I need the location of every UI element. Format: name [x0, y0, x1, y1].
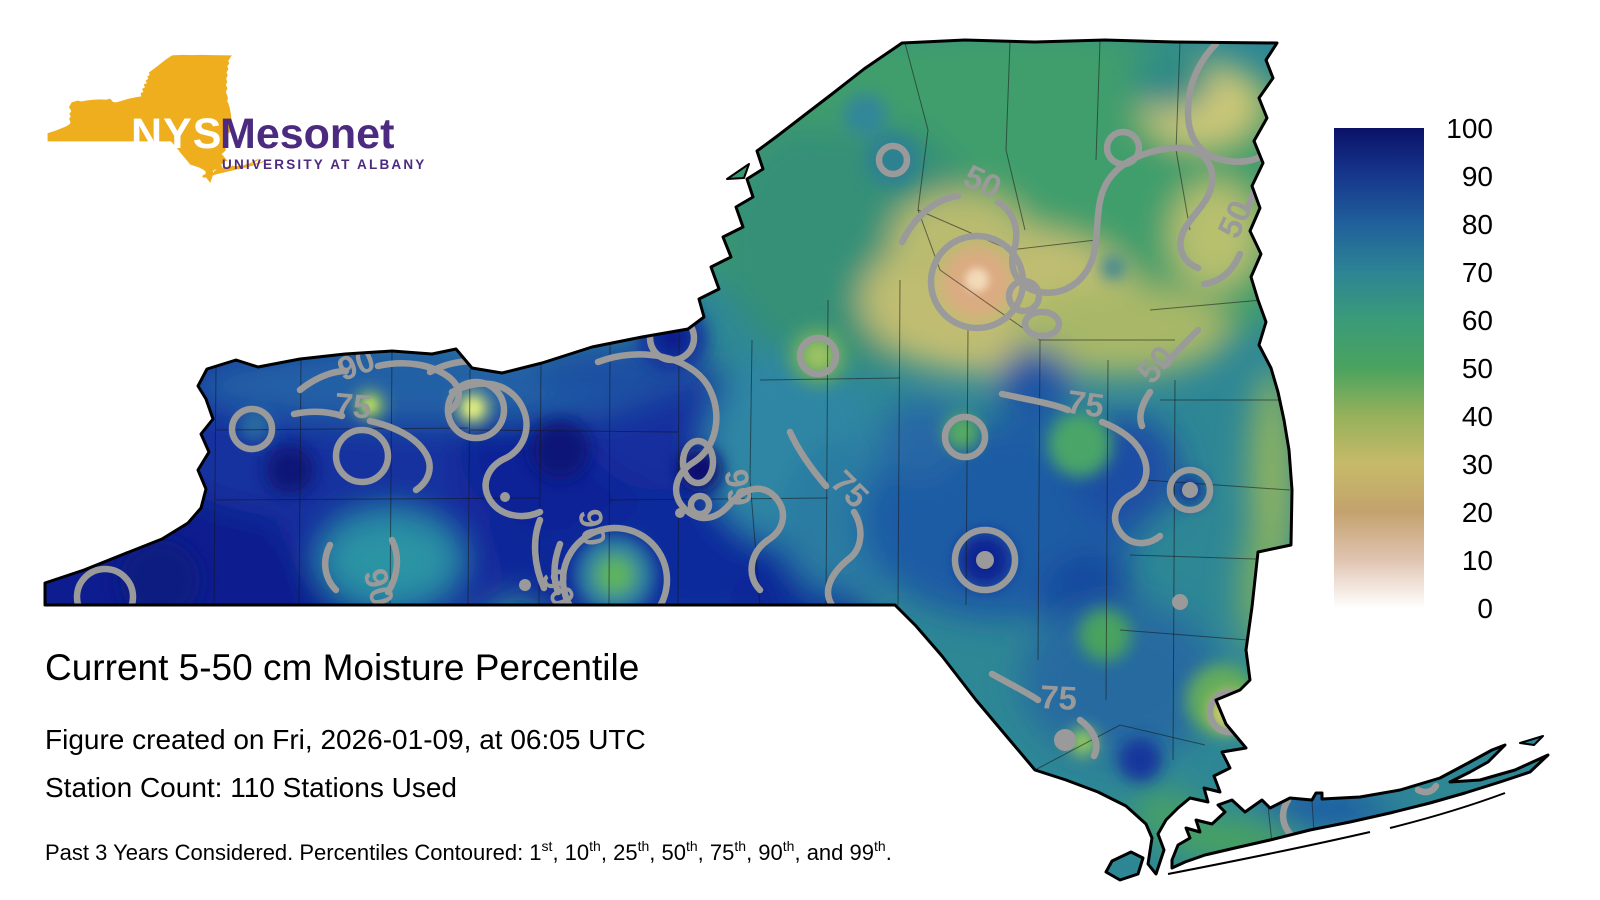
colorbar-tick: 30 [1462, 449, 1493, 480]
footnote-superscript: st [542, 838, 553, 854]
logo-acronym: NYS [131, 110, 222, 158]
footnote-text: , [746, 840, 758, 865]
colorbar-tick: 20 [1462, 497, 1493, 528]
figure-title: Current 5-50 cm Moisture Percentile [45, 647, 639, 688]
footnote-text: 90 [758, 840, 782, 865]
footnote-text: , [698, 840, 710, 865]
footnote-text: 50 [661, 840, 685, 865]
colorbar-tick: 70 [1462, 257, 1493, 288]
captions: Current 5-50 cm Moisture Percentile Figu… [45, 647, 892, 865]
footnote-superscript: th [686, 838, 698, 854]
nys-mesonet-logo: NYS Mesonet UNIVERSITY AT ALBANY [50, 58, 427, 178]
footnote-text: 10 [565, 840, 589, 865]
footnote-text: 1 [529, 840, 541, 865]
footnote-text: 25 [613, 840, 637, 865]
logo-tagline: UNIVERSITY AT ALBANY [222, 157, 427, 172]
footnote-text: , [649, 840, 661, 865]
footnote-text: Past 3 Years Considered. Percentiles Con… [45, 840, 529, 865]
footnote-text: 75 [710, 840, 734, 865]
percentiles-footnote: Past 3 Years Considered. Percentiles Con… [45, 838, 892, 865]
footnote-superscript: th [734, 838, 746, 854]
colorbar-tick: 60 [1462, 305, 1493, 336]
colorbar-tick: 100 [1446, 113, 1493, 144]
contour-label: 99 [718, 467, 760, 509]
contour-label: 75 [1039, 678, 1078, 717]
barrier-island [1167, 792, 1506, 875]
footnote-superscript: th [638, 838, 650, 854]
footnote-text: . [886, 840, 892, 865]
station-count-line: Station Count: 110 Stations Used [45, 772, 457, 803]
footnote-text: , and [794, 840, 849, 865]
state-outline [43, 38, 1550, 882]
colorbar-gradient [1334, 128, 1424, 608]
footnote-text: , [552, 840, 564, 865]
colorbar-tick: 10 [1462, 545, 1493, 576]
footnote-superscript: th [589, 838, 601, 854]
figure-created-line: Figure created on Fri, 2026-01-09, at 06… [45, 724, 646, 755]
footnote-superscript: th [874, 838, 886, 854]
colorbar-tick: 50 [1462, 353, 1493, 384]
logo-name: Mesonet [220, 110, 394, 158]
contour-label: 75 [1065, 383, 1107, 425]
colorbar-tick: 90 [1462, 161, 1493, 192]
footnote-text: 99 [850, 840, 874, 865]
footnote-superscript: th [783, 838, 795, 854]
colorbar-tick: 0 [1477, 593, 1493, 624]
contour-label: 90 [572, 507, 614, 549]
footnote-text: , [601, 840, 613, 865]
colorbar-tick: 80 [1462, 209, 1493, 240]
colorbar-tick: 40 [1462, 401, 1493, 432]
contour-label: 75 [333, 386, 373, 426]
